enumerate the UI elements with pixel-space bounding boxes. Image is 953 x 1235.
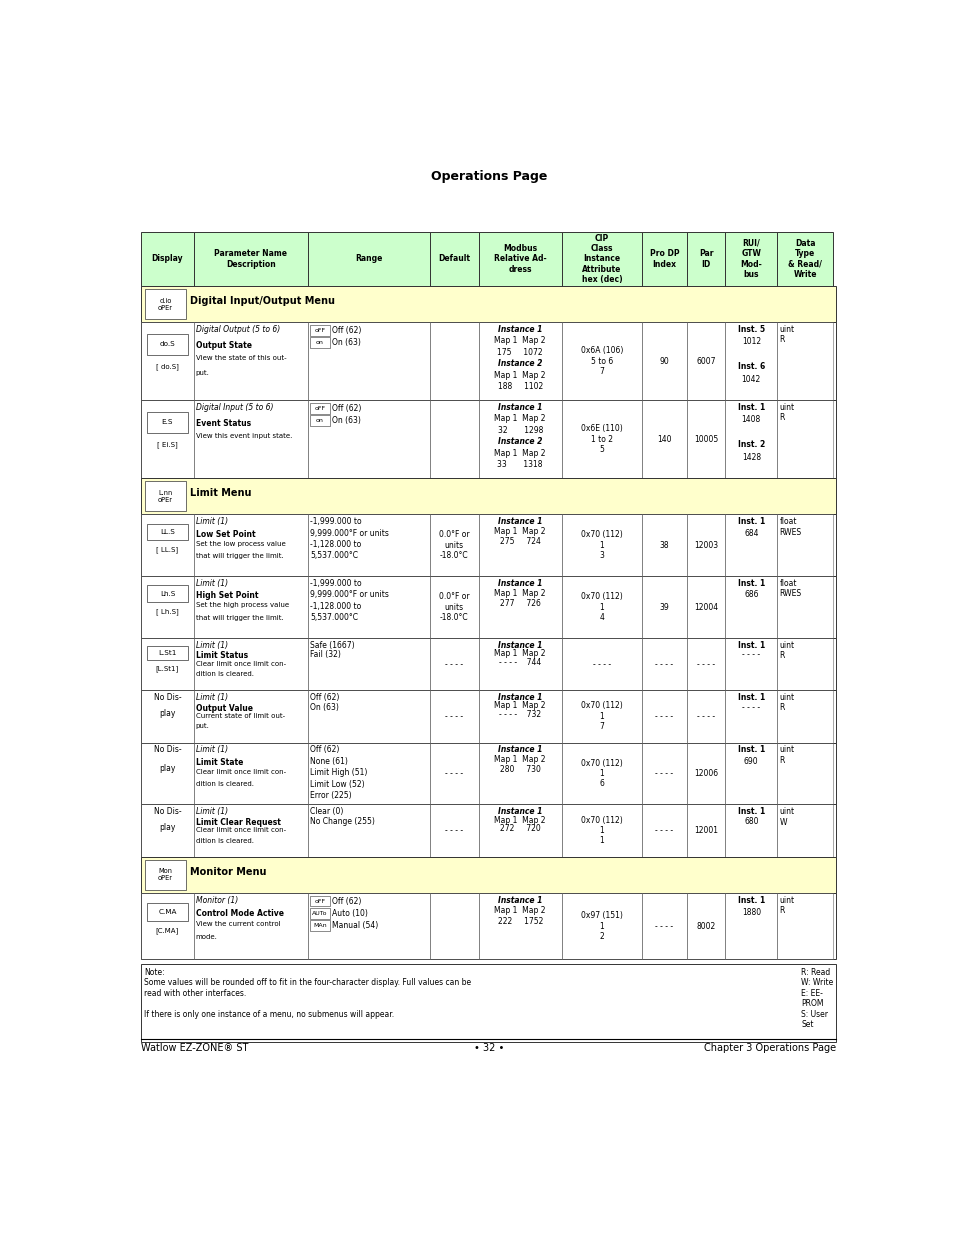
Bar (141, 400, 836, 478)
Text: 175     1072: 175 1072 (497, 348, 542, 357)
Text: - - - -: - - - - (655, 711, 673, 721)
Text: Map 1  Map 2: Map 1 Map 2 (494, 701, 545, 710)
Bar (141, 514, 836, 576)
Text: Par
ID: Par ID (699, 249, 713, 269)
Text: 222     1752: 222 1752 (497, 916, 542, 926)
Bar (561, 576, 641, 638)
Text: - - - -: - - - - (697, 659, 715, 668)
Bar (777, 514, 832, 576)
Text: -1,128.000 to: -1,128.000 to (310, 540, 361, 550)
Text: Map 1  Map 2: Map 1 Map 2 (494, 336, 545, 346)
Text: Control Mode Active: Control Mode Active (195, 909, 283, 918)
Text: Limit (1): Limit (1) (195, 579, 228, 588)
Text: put.: put. (195, 370, 210, 377)
Bar (777, 576, 832, 638)
Bar (430, 514, 478, 576)
Text: 1408: 1408 (740, 415, 760, 425)
Bar (641, 804, 686, 857)
Text: Instance 1: Instance 1 (497, 517, 542, 526)
Text: Inst. 1: Inst. 1 (737, 693, 764, 701)
Bar (561, 638, 641, 690)
Text: Map 1  Map 2: Map 1 Map 2 (494, 906, 545, 915)
Text: On (63): On (63) (332, 338, 360, 347)
Bar (641, 690, 686, 742)
Text: View the current control: View the current control (195, 921, 280, 927)
Text: 0x70 (112)
1
3: 0x70 (112) 1 3 (580, 530, 622, 561)
Text: Manual (54): Manual (54) (332, 921, 377, 930)
Bar (193, 638, 308, 690)
Text: Limit (1): Limit (1) (195, 746, 228, 755)
Bar (141, 742, 193, 804)
Text: [C.MA]: [C.MA] (155, 927, 179, 934)
Bar (561, 893, 641, 960)
Bar (145, 482, 186, 511)
Bar (561, 400, 641, 478)
Bar (308, 893, 430, 960)
Text: C.MA: C.MA (158, 909, 176, 915)
Bar (478, 400, 561, 478)
Bar (310, 895, 330, 906)
Text: 90: 90 (659, 357, 669, 366)
Text: - - - -: - - - - (445, 769, 463, 778)
Text: 5,537.000°C: 5,537.000°C (310, 552, 358, 561)
Text: 1042: 1042 (740, 374, 760, 384)
Text: play: play (159, 709, 175, 718)
Text: - - - -    744: - - - - 744 (498, 657, 540, 667)
Bar (141, 804, 836, 857)
Text: Map 1  Map 2: Map 1 Map 2 (494, 448, 545, 458)
Bar (724, 322, 777, 400)
Text: 277     726: 277 726 (499, 599, 540, 608)
Bar (310, 920, 330, 931)
Bar (141, 638, 836, 690)
Bar (561, 804, 641, 857)
Bar (193, 322, 308, 400)
Bar (147, 333, 188, 354)
Text: 0x6A (106)
5 to 6
7: 0x6A (106) 5 to 6 7 (580, 346, 622, 377)
Bar (686, 742, 724, 804)
Text: Inst. 1: Inst. 1 (737, 895, 764, 905)
Bar (777, 893, 832, 960)
Text: uint
R: uint R (779, 693, 794, 713)
Text: Display: Display (152, 254, 183, 263)
Text: Error (225): Error (225) (310, 792, 352, 800)
Bar (724, 893, 777, 960)
Text: -1,128.000 to: -1,128.000 to (310, 601, 361, 611)
Text: 33       1318: 33 1318 (497, 461, 542, 469)
Text: [ do.S]: [ do.S] (156, 363, 179, 369)
Bar (193, 514, 308, 576)
Text: Instance 1: Instance 1 (497, 693, 542, 701)
Bar (777, 804, 832, 857)
Bar (478, 322, 561, 400)
Text: dition is cleared.: dition is cleared. (195, 782, 253, 787)
Text: 9,999.000°F or units: 9,999.000°F or units (310, 529, 389, 537)
Text: uint
W: uint W (779, 808, 794, 826)
Text: 5,537.000°C: 5,537.000°C (310, 614, 358, 622)
Bar (777, 400, 832, 478)
Text: View the state of this out-: View the state of this out- (195, 354, 286, 361)
Text: 1880: 1880 (740, 908, 760, 916)
Text: - - - -: - - - - (445, 711, 463, 721)
Bar (686, 322, 724, 400)
Text: Auto (10): Auto (10) (332, 909, 367, 918)
Text: Limit Low (52): Limit Low (52) (310, 779, 365, 789)
Bar (561, 690, 641, 742)
Text: 684: 684 (743, 529, 758, 537)
Bar (141, 857, 836, 893)
Text: 0.0°F or
units
-18.0°C: 0.0°F or units -18.0°C (438, 530, 469, 561)
Bar (641, 514, 686, 576)
Text: Clear limit once limit con-: Clear limit once limit con- (195, 661, 286, 667)
Text: 6007: 6007 (696, 357, 715, 366)
Bar (147, 646, 188, 659)
Bar (686, 232, 724, 287)
Bar (641, 893, 686, 960)
Text: Set the high process value: Set the high process value (195, 603, 289, 609)
Text: uint
R: uint R (779, 641, 794, 661)
Bar (308, 690, 430, 742)
Bar (724, 690, 777, 742)
Text: 12004: 12004 (694, 603, 718, 611)
Text: Inst. 1: Inst. 1 (737, 641, 764, 650)
Text: Off (62): Off (62) (332, 326, 361, 335)
Text: Off (62): Off (62) (332, 897, 361, 905)
Bar (641, 232, 686, 287)
Bar (430, 742, 478, 804)
